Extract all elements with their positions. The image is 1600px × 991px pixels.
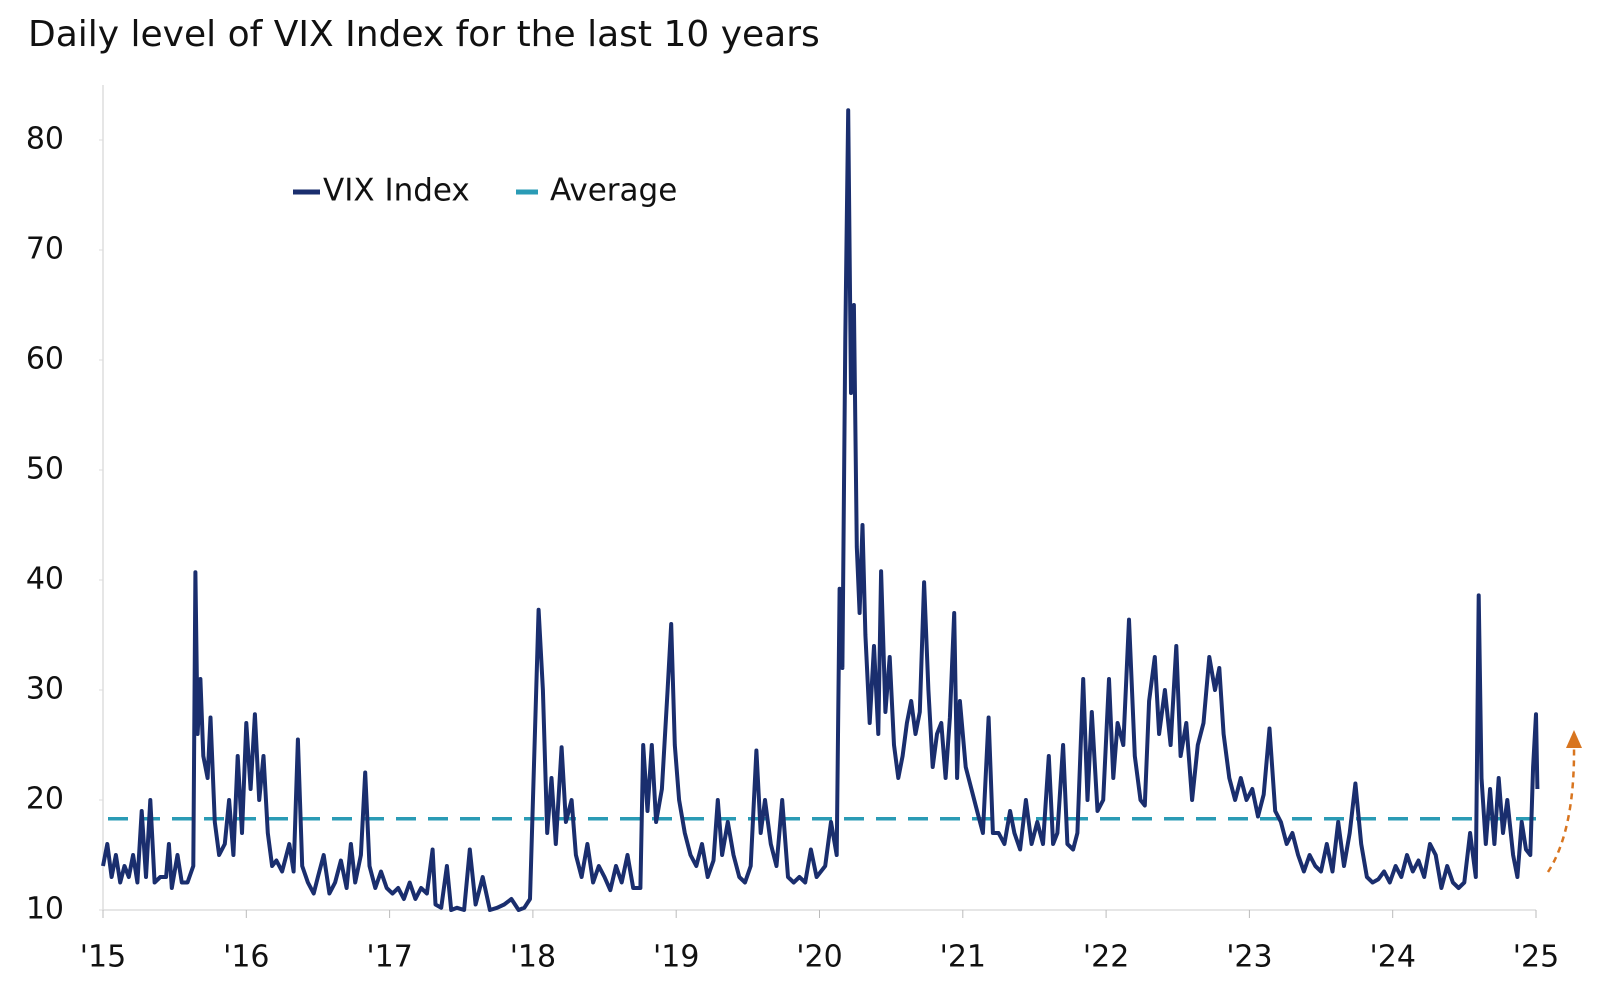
line-series: [101, 108, 1540, 912]
legend-label: VIX Index: [323, 173, 470, 209]
x-tick-label: '25: [1513, 940, 1559, 975]
y-tick-label: 40: [26, 562, 64, 597]
x-tick-label: '21: [940, 940, 986, 975]
y-tick-label: 10: [26, 892, 64, 927]
x-tick-label: '15: [80, 940, 126, 975]
x-tick-label: '17: [366, 940, 412, 975]
x-tick-label: '16: [223, 940, 269, 975]
x-tick-label: '18: [510, 940, 556, 975]
x-tick-label: '24: [1369, 940, 1415, 975]
y-tick-label: 70: [26, 232, 64, 267]
chart-title: Daily level of VIX Index for the last 10…: [28, 14, 820, 55]
annotation-arrowhead: [1566, 730, 1582, 748]
x-tick-label: '22: [1083, 940, 1129, 975]
legend-label: Average: [550, 173, 677, 209]
y-tick-label: 30: [26, 672, 64, 707]
y-tick-label: 50: [26, 452, 64, 487]
y-tick-label: 20: [26, 782, 64, 817]
x-tick-label: '19: [653, 940, 699, 975]
y-tick-label: 60: [26, 342, 64, 377]
x-tick-label: '20: [796, 940, 842, 975]
x-tick-label: '23: [1226, 940, 1272, 975]
annotation-arrow: [1546, 744, 1576, 873]
y-tick-label: 80: [26, 122, 64, 157]
